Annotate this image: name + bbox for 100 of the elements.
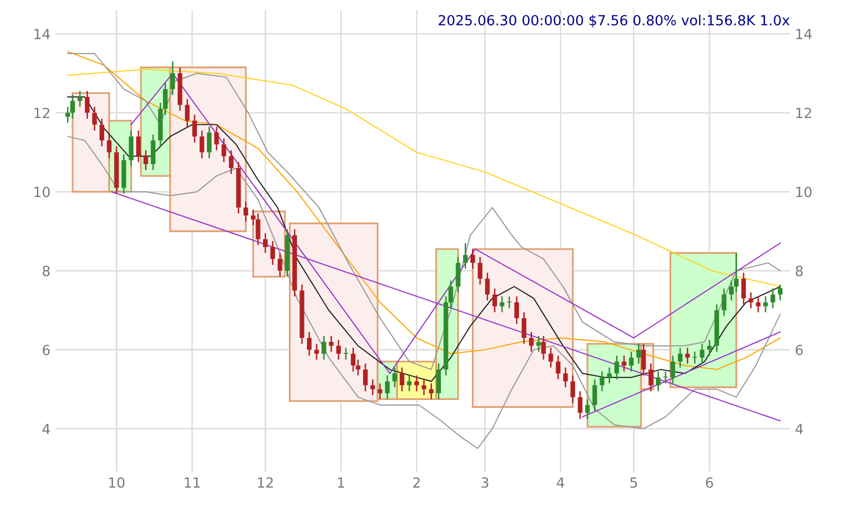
candlestick [663,370,668,384]
candlestick [514,296,519,325]
candlestick [392,366,397,388]
candlestick [385,374,390,400]
candlestick [448,280,454,309]
candlestick [641,343,646,376]
candlestick [748,292,754,309]
candlestick [270,240,275,266]
candlestick [200,130,204,159]
y2-tick-label: 12 [796,108,812,118]
candlestick [244,200,248,222]
candlestick [492,288,498,313]
candlestick [528,331,534,352]
candlestick [685,347,690,364]
candlestick [770,288,776,309]
x-tick-label: 11 [184,477,200,488]
y-tick-label: 10 [34,186,50,198]
y-tick-label: 6 [42,344,50,356]
candlestick [729,280,734,302]
y2-tick-label: 14 [796,28,812,40]
candlestick [422,378,426,396]
y2-tick-label: 10 [796,186,812,198]
candlestick [170,60,175,96]
candlestick [585,398,590,420]
candlestick [356,358,360,376]
candlestick [722,288,726,317]
candlestick [741,272,746,306]
candlestick [541,335,546,360]
x-tick-label: 6 [706,477,713,488]
line-series [67,136,781,450]
candlestick [92,106,97,132]
candlestick [700,343,704,364]
candlestick [400,366,404,392]
x-tick-label: 1 [338,477,344,488]
candlestick [636,343,641,364]
candlestick [328,335,334,352]
candlestick [128,130,134,167]
x-tick-label: 4 [556,477,564,488]
y2-tick-label: 8 [796,266,803,276]
candlestick [414,374,419,392]
candlestick [314,343,319,360]
y2-tick-label: 6 [796,344,803,356]
y-tick-label: 14 [34,28,50,40]
candlestick [406,374,412,392]
y-tick-label: 4 [42,424,50,434]
candlestick [670,354,676,384]
candlestick [556,354,560,380]
candlestick [136,130,141,163]
candlestick [522,312,526,345]
candlestick [578,390,582,420]
x-tick-label: 12 [258,477,273,488]
candlestick [192,114,197,144]
candlestick [363,362,368,392]
candlestick [470,248,476,270]
candlestick [78,90,82,108]
candlestick [256,212,260,246]
candlestick [507,296,512,309]
candlestick [629,351,634,372]
candlestick [162,82,168,116]
candlestick [322,335,326,360]
x-tick-label: 3 [482,477,488,488]
candlestick [306,331,312,356]
candlestick [478,256,482,286]
candlestick [428,382,434,400]
candlestick [350,347,356,372]
candlestick [614,354,620,380]
candlestick [592,378,598,412]
x-tick-label: 10 [109,477,124,488]
candlestick [656,370,661,392]
y-tick-label: 12 [34,108,50,118]
candlestick [228,150,234,175]
candlestick [778,284,783,302]
candlestick [84,90,90,120]
y2-tick-label: 4 [795,424,803,434]
candlestick [600,370,604,392]
candlestick [106,134,112,159]
candlestick [70,94,75,120]
candlestick [436,362,441,400]
candlestick [143,150,148,171]
candlestick [378,382,382,400]
candlestick [536,335,541,352]
chart-title: 2025.06.30 00:00:00 $7.56 0.80% vol:156.8K 1.0x [438,14,790,28]
candlestick [150,134,156,171]
x-tick-label: 2 [413,477,420,488]
candlestick [607,366,612,384]
candlestick [206,126,212,159]
candlestick [570,374,576,404]
candlestick [563,366,568,388]
candlestick [622,354,626,372]
candlestick [756,296,761,313]
candlestick [100,118,104,148]
y-tick-label: 8 [42,266,50,276]
candlestick [456,256,460,294]
candlestick [485,272,490,302]
candlestick [678,347,682,368]
candlestick [278,252,282,278]
candlestick [648,362,654,392]
candlestick [548,347,554,368]
candlestick [336,339,341,360]
candlestick [214,126,219,151]
